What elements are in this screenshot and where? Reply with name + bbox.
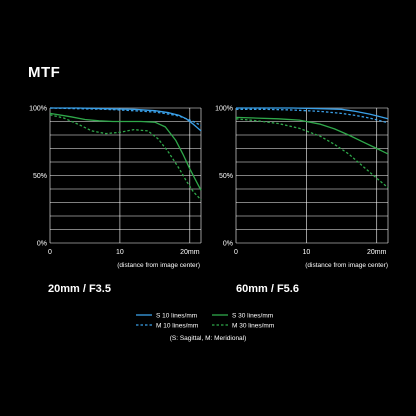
x-axis-label: (distance from image center) [305, 262, 388, 269]
chart-title: 20mm / F3.5 [48, 283, 111, 295]
series-line [236, 107, 389, 120]
y-tick-label: 100% [215, 106, 233, 113]
x-tick-label: 0 [48, 249, 52, 256]
page-title: MTF [28, 64, 61, 81]
x-tick-label: 20mm [367, 249, 387, 256]
x-tick-label: 10 [116, 249, 124, 256]
series-line [49, 112, 202, 191]
y-tick-label: 100% [29, 106, 47, 113]
y-tick-label: 0% [223, 241, 233, 248]
y-tick-label: 0% [37, 241, 47, 248]
legend-label: M 30 lines/mm [232, 322, 274, 329]
series-line [235, 118, 389, 189]
y-tick-label: 50% [33, 173, 47, 180]
legend-label: S 10 lines/mm [156, 312, 197, 319]
x-tick-label: 10 [302, 249, 310, 256]
series-line [49, 114, 202, 201]
x-tick-label: 20mm [180, 249, 200, 256]
series-line [50, 107, 202, 132]
x-tick-label: 0 [234, 249, 238, 256]
y-tick-label: 50% [219, 173, 233, 180]
legend-label: M 10 lines/mm [156, 322, 198, 329]
mtf-chart-60mm: 0% 50% 100% 0 10 20mm (distance from image cen… [215, 106, 389, 295]
legend-label: S 30 lines/mm [232, 312, 273, 319]
series-line [236, 108, 389, 124]
mtf-chart-20mm: 0% 50% 100% 0 10 20mm (distance from image cen… [29, 106, 202, 295]
series-line [49, 107, 202, 127]
legend: S 10 lines/mm M 10 lines/mm S 30 lines/mm M… [136, 312, 274, 342]
legend-note: (S: Sagittal, M: Meridional) [170, 335, 247, 342]
chart-title: 60mm / F5.6 [236, 283, 299, 295]
series-line [235, 116, 389, 155]
x-axis-label: (distance from image center) [117, 262, 200, 269]
